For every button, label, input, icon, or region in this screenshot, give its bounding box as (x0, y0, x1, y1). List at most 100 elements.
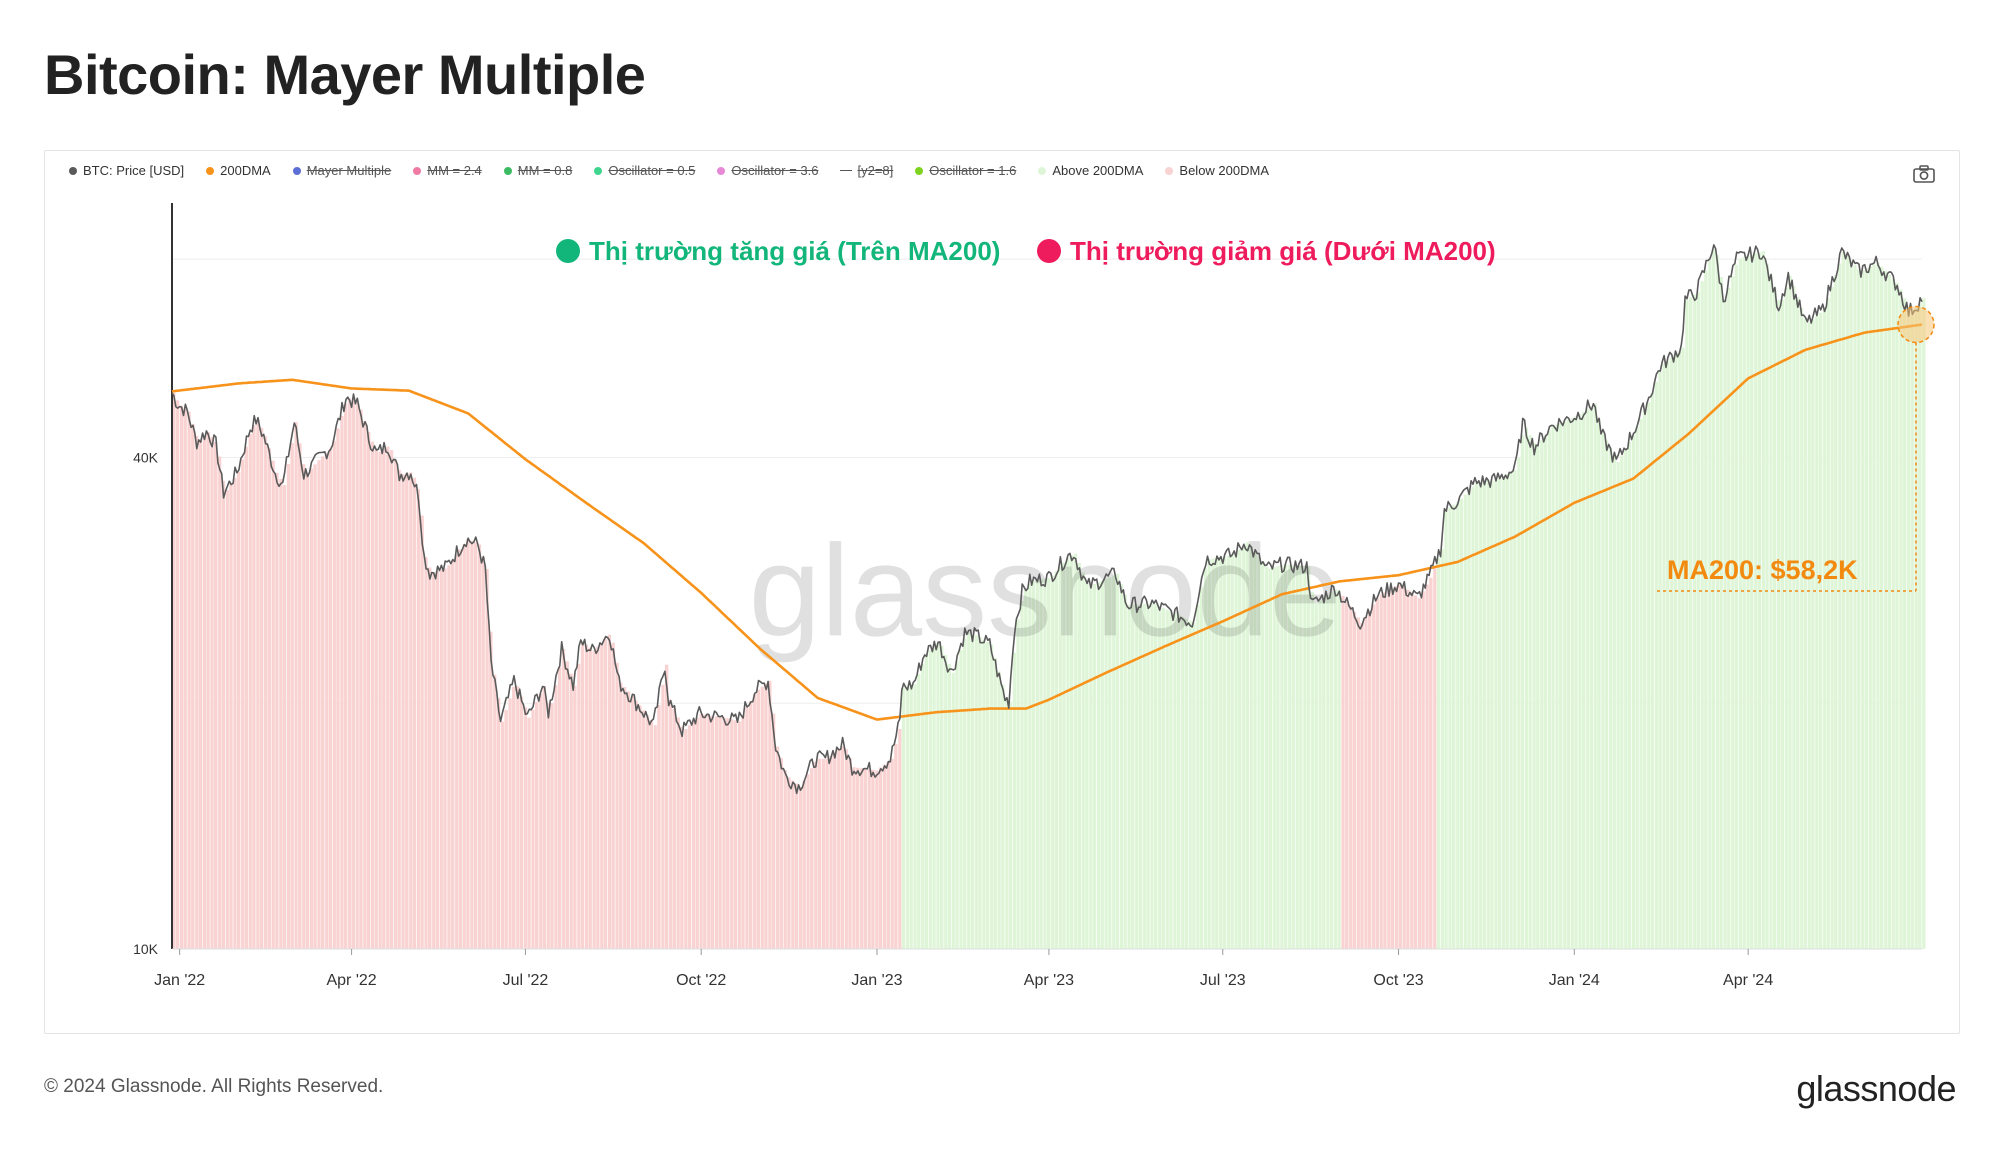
regime-bar (752, 694, 757, 949)
legend-item-7[interactable]: [y2=8] (840, 163, 893, 178)
regime-bar (1146, 603, 1150, 949)
legend-item-2[interactable]: Mayer Multiple (292, 163, 391, 178)
regime-bar (550, 703, 554, 949)
regime-bar (534, 701, 539, 949)
legend-item-0[interactable]: BTC: Price [USD] (69, 163, 184, 178)
regime-bar (1601, 433, 1605, 949)
regime-bar (1310, 592, 1315, 949)
regime-bar (1662, 364, 1666, 950)
regime-bar (1742, 257, 1746, 950)
regime-bar (1264, 566, 1269, 949)
x-tick-label: Jan '23 (851, 972, 902, 989)
x-tick-label: Jan '22 (154, 972, 205, 989)
regime-bar (1849, 260, 1853, 949)
regime-bar (1085, 581, 1089, 949)
regime-bar (871, 769, 875, 949)
regime-bar (1238, 549, 1242, 949)
regime-bar (458, 549, 462, 949)
glassnode-logo[interactable]: glassnode (1796, 1068, 1956, 1109)
regime-bar (1490, 480, 1494, 949)
regime-bar (783, 769, 787, 949)
regime-bar (1043, 578, 1047, 949)
regime-bar (1784, 287, 1788, 949)
regime-bar (1623, 448, 1628, 949)
regime-bar (1463, 494, 1467, 949)
regime-bar (424, 557, 428, 949)
regime-bar (817, 758, 822, 949)
regime-bar (573, 685, 577, 949)
x-tick-label: Apr '23 (1024, 972, 1074, 989)
regime-bar (1589, 406, 1593, 949)
regime-bar (416, 489, 420, 949)
regime-bar (1616, 461, 1620, 949)
regime-bar (962, 638, 967, 949)
regime-bar (657, 705, 661, 949)
regime-bar (347, 398, 352, 949)
regime-bar (210, 436, 214, 950)
regime-bar (1620, 455, 1624, 949)
regime-bar (240, 459, 245, 949)
regime-bar (1918, 303, 1922, 950)
legend-item-8[interactable]: Oscillator = 1.6 (915, 163, 1016, 178)
regime-bar (1639, 418, 1643, 949)
regime-bar (1031, 581, 1036, 949)
regime-bar (1341, 595, 1345, 949)
legend-item-4[interactable]: MM = 0.8 (503, 163, 573, 178)
regime-bar (256, 419, 260, 950)
regime-bar (1314, 603, 1318, 949)
regime-bar (385, 446, 390, 949)
regime-bar (1356, 617, 1360, 949)
regime-bar (1585, 408, 1590, 950)
regime-bar (691, 721, 696, 949)
regime-bar (1306, 566, 1311, 949)
chart-legend: BTC: Price [USD] 200DMA Mayer Multiple MM =… (69, 163, 1291, 178)
regime-bar (1226, 555, 1231, 949)
regime-bar (718, 716, 722, 949)
legend-item-3[interactable]: MM = 2.4 (413, 163, 482, 178)
regime-bar (1012, 652, 1017, 949)
legend-label: MM = 0.8 (517, 163, 573, 178)
legend-item-10[interactable]: Below 200DMA (1165, 163, 1269, 178)
regime-bar (175, 400, 180, 949)
regime-bar (1635, 426, 1639, 949)
regime-bar (909, 685, 913, 949)
x-tick-label: Jul '23 (1200, 972, 1246, 989)
regime-bar (1303, 566, 1307, 949)
regime-bar (554, 685, 558, 949)
regime-bar (366, 432, 371, 949)
legend-marker-icon (1038, 166, 1047, 175)
regime-bar (275, 472, 279, 949)
regime-bar (290, 443, 294, 949)
regime-bar (1299, 565, 1303, 949)
legend-item-1[interactable]: 200DMA (206, 163, 271, 178)
legend-marker-icon (915, 166, 924, 175)
regime-bar (1879, 266, 1884, 949)
regime-bar (382, 449, 386, 949)
regime-bar (1452, 504, 1456, 949)
camera-icon[interactable] (1913, 165, 1935, 183)
regime-bar (630, 695, 634, 949)
regime-bar (393, 460, 398, 949)
regime-bar (863, 768, 868, 949)
regime-bar (1669, 357, 1674, 949)
regime-bar (1834, 275, 1838, 950)
regime-bar (1738, 258, 1743, 949)
regime-bar (848, 758, 852, 949)
regime-bar (802, 780, 806, 949)
regime-bar (531, 709, 535, 949)
legend-label: Oscillator = 3.6 (731, 163, 819, 178)
regime-bar (301, 464, 306, 949)
regime-bar (806, 774, 810, 949)
regime-bar (1700, 281, 1704, 950)
legend-item-6[interactable]: Oscillator = 3.6 (717, 163, 818, 178)
regime-bar (1322, 597, 1326, 949)
regime-bar (1654, 381, 1658, 949)
legend-item-9[interactable]: Above 200DMA (1038, 163, 1143, 178)
regime-bar (1199, 586, 1204, 949)
legend-label: Above 200DMA (1052, 163, 1144, 178)
legend-item-5[interactable]: Oscillator = 0.5 (594, 163, 695, 178)
regime-bar (1211, 558, 1215, 949)
regime-bar (340, 415, 344, 949)
regime-bar (1054, 571, 1059, 949)
regime-bar (286, 464, 291, 949)
